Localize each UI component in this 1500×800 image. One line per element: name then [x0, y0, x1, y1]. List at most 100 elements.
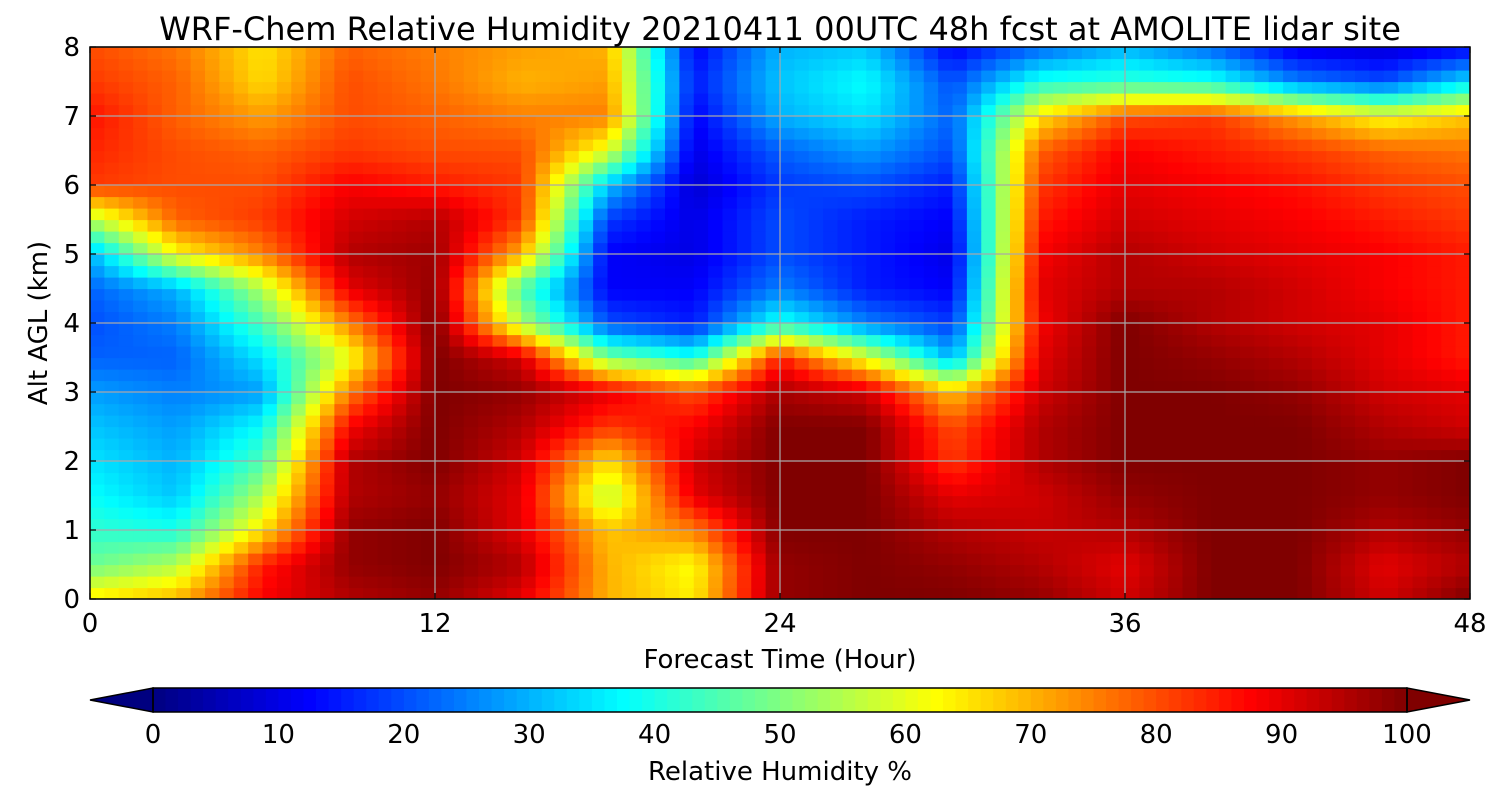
heatmap-cell	[449, 415, 465, 428]
heatmap-cell	[435, 587, 450, 599]
heatmap-cell	[1297, 162, 1313, 175]
heatmap-cell	[578, 185, 594, 198]
colorbar-segment	[516, 688, 530, 712]
heatmap-cell	[133, 47, 149, 60]
heatmap-cell	[133, 219, 149, 232]
colorbar-segment	[1331, 688, 1345, 712]
heatmap-cell	[1053, 47, 1069, 60]
heatmap-cell	[133, 93, 149, 106]
heatmap-cell	[147, 288, 163, 301]
heatmap-cell	[780, 587, 795, 599]
heatmap-cell	[363, 484, 379, 497]
heatmap-cell	[1096, 576, 1112, 589]
heatmap-cell	[1067, 70, 1083, 83]
heatmap-cell	[564, 93, 580, 106]
heatmap-cell	[736, 472, 752, 485]
heatmap-cell	[866, 93, 882, 106]
heatmap-cell	[1139, 449, 1155, 462]
heatmap-cell	[621, 311, 637, 324]
heatmap-cell	[1311, 288, 1327, 301]
heatmap-cell	[1268, 369, 1284, 382]
heatmap-cell	[1096, 426, 1112, 439]
heatmap-cell	[679, 196, 695, 209]
heatmap-cell	[1225, 518, 1241, 531]
heatmap-cell	[909, 380, 925, 393]
colorbar-segment	[1294, 688, 1308, 712]
heatmap-cell	[823, 426, 839, 439]
heatmap-cell	[190, 403, 206, 416]
heatmap-cell	[478, 518, 494, 531]
heatmap-cell	[492, 288, 508, 301]
heatmap-cell	[564, 403, 580, 416]
heatmap-cell	[1297, 587, 1313, 599]
heatmap-cell	[550, 346, 565, 359]
heatmap-cell	[104, 323, 120, 336]
heatmap-cell	[506, 415, 522, 428]
heatmap-cell	[420, 495, 436, 508]
heatmap-cell	[1297, 530, 1313, 543]
heatmap-cell	[420, 288, 436, 301]
heatmap-cell	[1067, 449, 1083, 462]
heatmap-cell	[1398, 219, 1414, 232]
heatmap-cell	[492, 323, 508, 336]
heatmap-cell	[995, 518, 1011, 531]
heatmap-cell	[550, 484, 565, 497]
heatmap-cell	[751, 564, 767, 577]
heatmap-cell	[420, 403, 436, 416]
heatmap-cell	[104, 426, 120, 439]
heatmap-cell	[1053, 219, 1069, 232]
heatmap-cell	[478, 219, 494, 232]
heatmap-cell	[1340, 47, 1356, 60]
heatmap-cell	[1455, 541, 1470, 554]
heatmap-cell	[506, 219, 522, 232]
heatmap-cell	[348, 392, 364, 405]
heatmap-cell	[636, 288, 652, 301]
heatmap-cell	[276, 576, 292, 589]
heatmap-cell	[722, 564, 738, 577]
heatmap-cell	[736, 58, 752, 71]
heatmap-cell	[966, 380, 982, 393]
heatmap-cell	[1067, 58, 1083, 71]
heatmap-cell	[248, 392, 264, 405]
heatmap-cell	[219, 104, 235, 117]
heatmap-cell	[808, 242, 824, 255]
heatmap-cell	[1081, 93, 1097, 106]
heatmap-cell	[621, 231, 637, 244]
heatmap-cell	[564, 208, 580, 221]
heatmap-cell	[147, 449, 163, 462]
heatmap-cell	[794, 507, 810, 520]
heatmap-cell	[808, 587, 824, 599]
heatmap-cell	[578, 208, 594, 221]
heatmap-cell	[305, 438, 321, 451]
heatmap-cell	[1182, 426, 1198, 439]
heatmap-cell	[104, 587, 120, 599]
heatmap-cell	[1168, 196, 1184, 209]
heatmap-cell	[665, 530, 680, 543]
heatmap-cell	[621, 484, 637, 497]
heatmap-cell	[880, 231, 896, 244]
heatmap-cell	[1038, 495, 1054, 508]
heatmap-cell	[693, 392, 709, 405]
heatmap-cell	[348, 541, 364, 554]
heatmap-cell	[320, 139, 335, 152]
heatmap-cell	[1211, 507, 1227, 520]
heatmap-cell	[564, 380, 580, 393]
heatmap-cell	[305, 449, 321, 462]
heatmap-cell	[650, 472, 666, 485]
heatmap-cell	[435, 162, 450, 175]
heatmap-cell	[736, 150, 752, 163]
heatmap-cell	[895, 277, 910, 290]
heatmap-cell	[506, 426, 522, 439]
heatmap-cell	[406, 265, 422, 278]
heatmap-cell	[276, 277, 292, 290]
heatmap-cell	[564, 219, 580, 232]
heatmap-cell	[133, 507, 149, 520]
heatmap-cell	[751, 553, 767, 566]
heatmap-cell	[377, 277, 393, 290]
heatmap-cell	[909, 288, 925, 301]
heatmap-cell	[1038, 231, 1054, 244]
heatmap-cell	[1240, 139, 1255, 152]
heatmap-cell	[1053, 185, 1069, 198]
heatmap-cell	[1024, 58, 1040, 71]
heatmap-cell	[133, 415, 149, 428]
